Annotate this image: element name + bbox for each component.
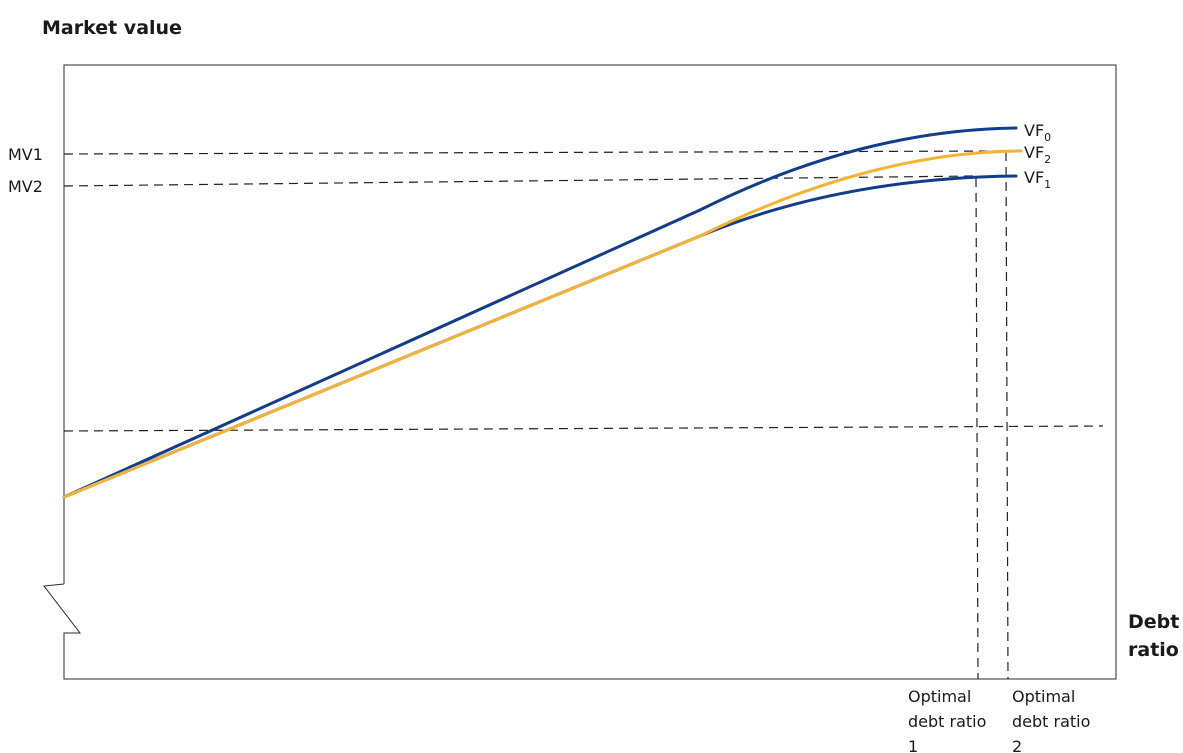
vf2-curve bbox=[62, 149, 1023, 499]
optimal-1-line1: Optimal bbox=[908, 687, 971, 706]
optimal-debt-ratio-2-line bbox=[1005, 151, 1009, 680]
vf0-label-sub: 0 bbox=[1044, 131, 1051, 144]
vf0-curve bbox=[62, 126, 1018, 499]
vf0-label-base: VF bbox=[1024, 121, 1044, 140]
optimal-debt-ratio-1-label: Optimal debt ratio 1 bbox=[908, 687, 992, 753]
optimal-2-line2: debt ratio bbox=[1012, 712, 1090, 731]
chart-frame bbox=[43, 64, 1117, 680]
x-axis-title-line2: ratio bbox=[1128, 639, 1179, 661]
y-axis-title: Market value bbox=[42, 17, 182, 39]
optimal-2-line1: Optimal bbox=[1012, 687, 1075, 706]
optimal-debt-ratio-2-label: Optimal debt ratio 2 bbox=[1012, 687, 1096, 753]
optimal-1-line2: debt ratio bbox=[908, 712, 986, 731]
mv1-label: MV1 bbox=[8, 145, 43, 164]
vf2-label-base: VF bbox=[1024, 143, 1044, 162]
vf2-label-sub: 2 bbox=[1044, 153, 1051, 166]
vf0-label: VF0 bbox=[1024, 121, 1051, 144]
vf1-label-base: VF bbox=[1024, 168, 1044, 187]
vf1-label-sub: 1 bbox=[1044, 178, 1051, 191]
optimal-debt-ratio-1-line bbox=[975, 177, 979, 680]
optimal-2-line3: 2 bbox=[1012, 737, 1022, 753]
x-axis-title-line1: Debt bbox=[1128, 611, 1179, 633]
mv2-guide-line bbox=[63, 175, 977, 187]
vf2-label: VF2 bbox=[1024, 143, 1051, 166]
baseline-guide-line bbox=[63, 425, 1104, 432]
optimal-1-line3: 1 bbox=[908, 737, 918, 753]
mv1-guide-line bbox=[63, 150, 1009, 155]
vf1-curve bbox=[62, 174, 1018, 499]
mv2-label: MV2 bbox=[8, 177, 43, 196]
vf1-label: VF1 bbox=[1024, 168, 1051, 191]
x-axis-title: Debt ratio bbox=[1128, 611, 1183, 661]
